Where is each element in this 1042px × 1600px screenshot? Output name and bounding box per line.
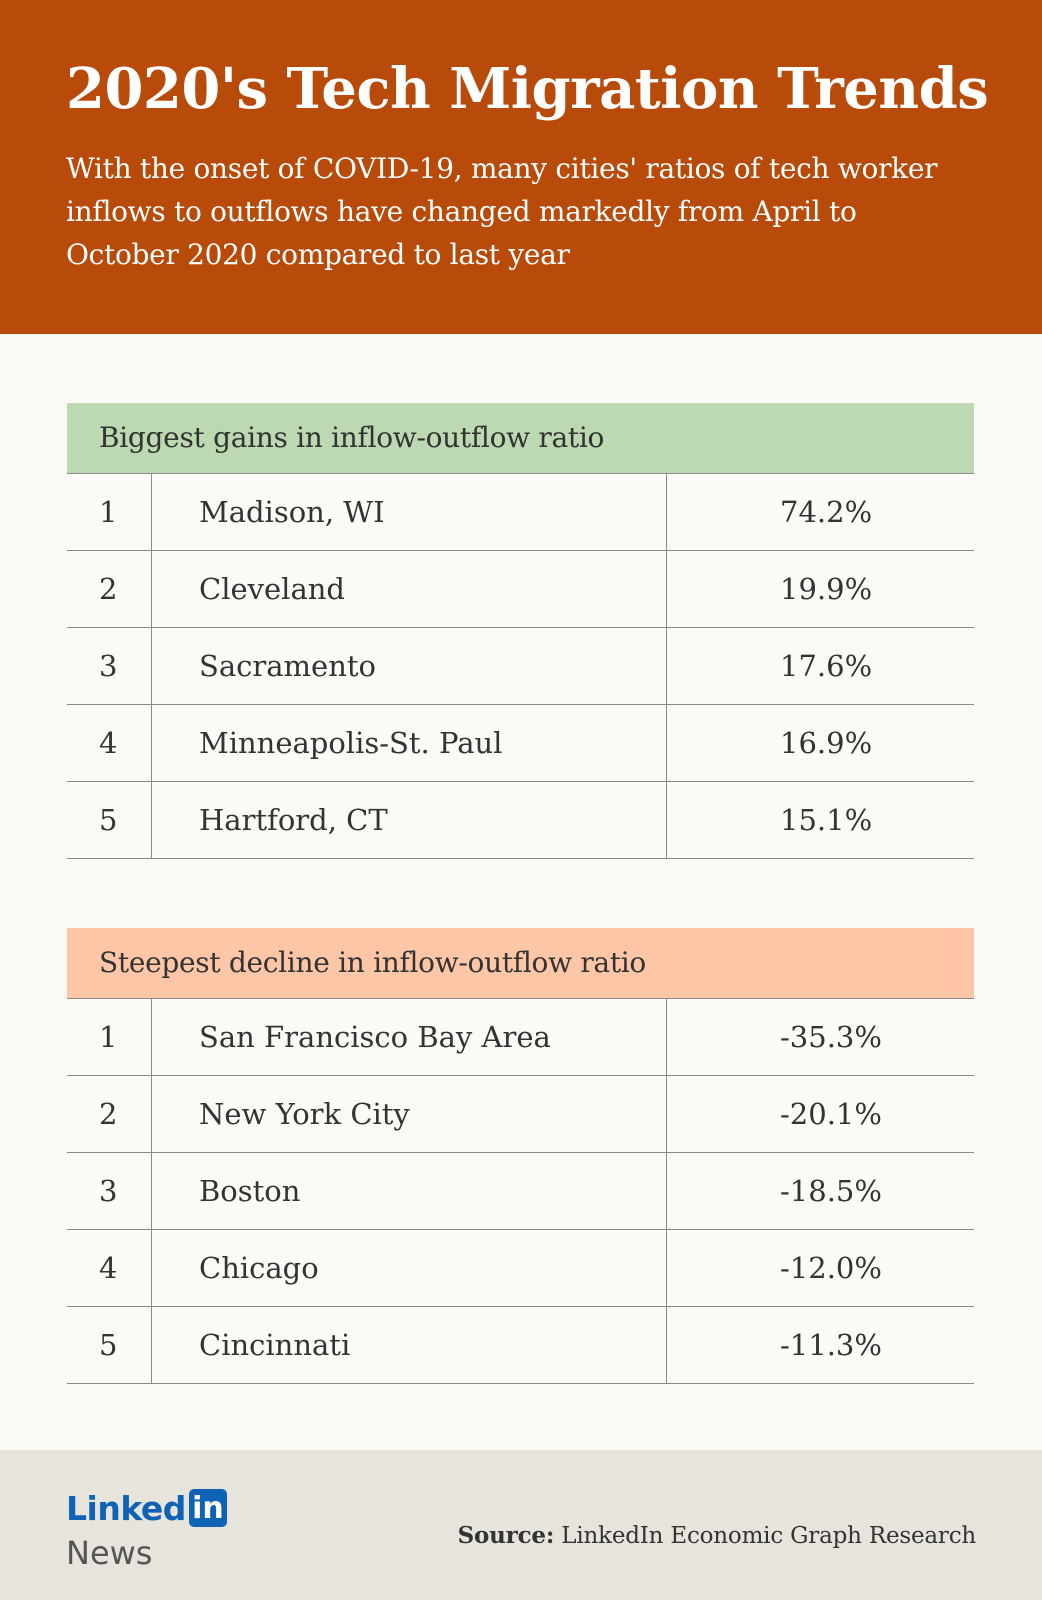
declines-table: Steepest decline in inflow-outflow ratio… [67, 928, 974, 1384]
table-row: 2 Cleveland 19.9% [67, 551, 974, 628]
value-cell: 19.9% [780, 572, 873, 606]
rank-cell: 4 [67, 1230, 152, 1306]
rank-cell: 1 [67, 474, 152, 550]
page-subtitle: With the onset of COVID-19, many cities'… [66, 152, 938, 271]
rank-cell: 1 [67, 999, 152, 1075]
source-text: LinkedIn Economic Graph Research [561, 1523, 976, 1549]
value-cell: 74.2% [780, 495, 873, 529]
table-row: 1 San Francisco Bay Area -35.3% [67, 999, 974, 1076]
rank-cell: 2 [67, 1076, 152, 1152]
gains-table: Biggest gains in inflow-outflow ratio 1 … [67, 403, 974, 859]
value-cell: -35.3% [780, 1020, 882, 1054]
table-row: 3 Sacramento 17.6% [67, 628, 974, 705]
city-cell: Cleveland [152, 551, 667, 627]
value-cell: -11.3% [780, 1328, 882, 1362]
value-cell: -12.0% [780, 1251, 882, 1285]
city-cell: Boston [152, 1153, 667, 1229]
gains-table-heading: Biggest gains in inflow-outflow ratio [67, 403, 974, 474]
value-cell: 15.1% [780, 803, 873, 837]
city-cell: Sacramento [152, 628, 667, 704]
value-cell: -20.1% [780, 1097, 882, 1131]
rank-cell: 5 [67, 1307, 152, 1383]
value-cell: 16.9% [780, 726, 873, 760]
source-credit: Source: LinkedIn Economic Graph Research [457, 1522, 977, 1549]
rank-cell: 3 [67, 1153, 152, 1229]
value-cell: -18.5% [780, 1174, 882, 1208]
city-cell: San Francisco Bay Area [152, 999, 667, 1075]
linkedin-news-logo: Linked in News [66, 1488, 227, 1572]
table-row: 4 Minneapolis-St. Paul 16.9% [67, 705, 974, 782]
city-cell: Cincinnati [152, 1307, 667, 1383]
rank-cell: 2 [67, 551, 152, 627]
city-cell: New York City [152, 1076, 667, 1152]
table-row: 3 Boston -18.5% [67, 1153, 974, 1230]
declines-table-heading: Steepest decline in inflow-outflow ratio [67, 928, 974, 999]
footer: Linked in News Source: LinkedIn Economic… [0, 1450, 1042, 1600]
header-banner: 2020's Tech Migration Trends With the on… [0, 0, 1042, 334]
rank-cell: 3 [67, 628, 152, 704]
page-title: 2020's Tech Migration Trends [66, 56, 989, 122]
logo-wordmark: Linked [66, 1488, 186, 1528]
table-row: 2 New York City -20.1% [67, 1076, 974, 1153]
city-cell: Minneapolis-St. Paul [152, 705, 667, 781]
logo-news-label: News [66, 1534, 153, 1572]
table-row: 5 Cincinnati -11.3% [67, 1307, 974, 1384]
table-row: 4 Chicago -12.0% [67, 1230, 974, 1307]
rank-cell: 5 [67, 782, 152, 858]
table-row: 5 Hartford, CT 15.1% [67, 782, 974, 859]
linkedin-in-icon: in [188, 1489, 227, 1527]
city-cell: Chicago [152, 1230, 667, 1306]
table-row: 1 Madison, WI 74.2% [67, 474, 974, 551]
city-cell: Hartford, CT [152, 782, 667, 858]
value-cell: 17.6% [780, 649, 873, 683]
source-label: Source: [457, 1522, 555, 1549]
city-cell: Madison, WI [152, 474, 667, 550]
rank-cell: 4 [67, 705, 152, 781]
